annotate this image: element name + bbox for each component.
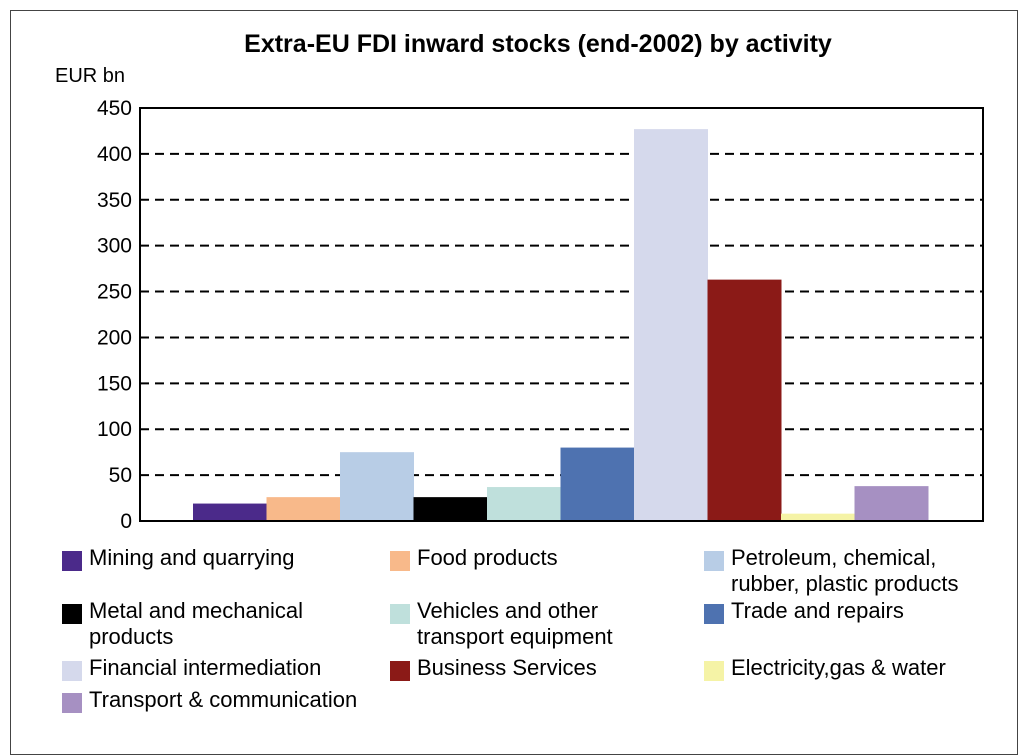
plot-area-border: [139, 107, 984, 522]
legend-swatch: [704, 661, 724, 681]
y-tick-label: 50: [109, 464, 132, 487]
legend-label: Food products: [417, 545, 558, 570]
legend-label: Electricity,gas & water: [731, 655, 946, 680]
bar-3: [340, 452, 414, 521]
legend-swatch: [704, 551, 724, 571]
bar-8: [707, 279, 782, 521]
legend-item-7: Financial intermediation: [62, 655, 321, 681]
y-tick-label: 200: [97, 326, 132, 349]
y-tick-label: 350: [97, 189, 132, 212]
legend-item-9: Electricity,gas & water: [704, 655, 946, 681]
legend-item-2: Food products: [390, 545, 558, 571]
bars: [193, 129, 929, 521]
chart-title: Extra-EU FDI inward stocks (end-2002) by…: [244, 30, 832, 58]
legend-label: Petroleum, chemical, rubber, plastic pro…: [731, 545, 959, 596]
legend-label: Mining and quarrying: [89, 545, 295, 570]
legend-swatch: [390, 661, 410, 681]
y-tick-label: 300: [97, 235, 132, 258]
legend-label: Metal and mechanical products: [89, 598, 304, 649]
legend-item-8: Business Services: [390, 655, 597, 681]
bar-1: [193, 503, 267, 521]
bar-10: [854, 486, 929, 521]
legend-item-5: Vehicles and other transport equipment: [390, 598, 613, 650]
legend-item-4: Metal and mechanical products: [62, 598, 303, 650]
legend-swatch: [704, 604, 724, 624]
legend-swatch: [390, 551, 410, 571]
legend-item-6: Trade and repairs: [704, 598, 904, 624]
y-tick-label: 250: [97, 281, 132, 304]
bar-5: [487, 487, 561, 521]
bar-9: [781, 513, 855, 521]
legend-swatch: [390, 604, 410, 624]
legend-swatch: [62, 604, 82, 624]
legend-item-1: Mining and quarrying: [62, 545, 294, 571]
y-axis-unit-label: EUR bn: [55, 65, 125, 87]
bar-2: [266, 497, 341, 521]
legend-label: Financial intermediation: [89, 655, 322, 680]
legend-label: Vehicles and other transport equipment: [417, 598, 613, 649]
y-tick-label: 450: [97, 97, 132, 120]
legend-swatch: [62, 551, 82, 571]
y-tick-label: 100: [97, 418, 132, 441]
legend-swatch: [62, 693, 82, 713]
legend-swatch: [62, 661, 82, 681]
legend-item-3: Petroleum, chemical, rubber, plastic pro…: [704, 545, 958, 597]
y-axis-ticks: 0 50 100 150 200 250 300 350 400 450: [97, 97, 132, 533]
legend-label: Transport & communication: [89, 687, 358, 712]
legend-item-10: Transport & communication: [62, 687, 357, 713]
bar-4: [413, 497, 488, 521]
legend-label: Business Services: [417, 655, 597, 680]
bar-7: [634, 129, 708, 521]
legend-label: Trade and repairs: [731, 598, 904, 623]
y-tick-label: 150: [97, 372, 132, 395]
y-tick-label: 400: [97, 143, 132, 166]
y-tick-label: 0: [120, 510, 132, 533]
bar-6: [560, 447, 635, 521]
